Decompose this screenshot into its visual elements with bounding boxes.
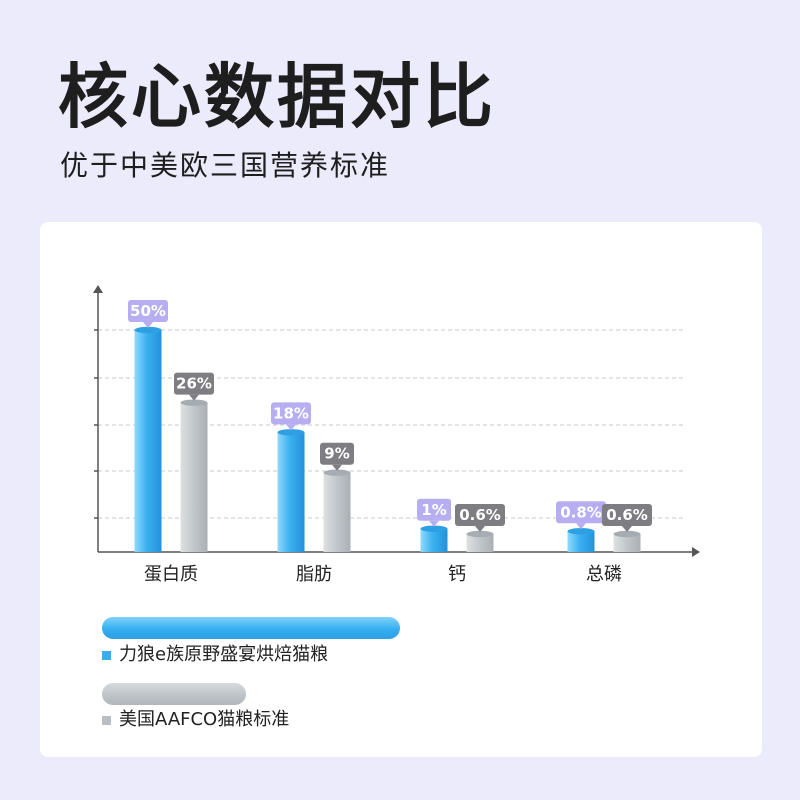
data-label-secondary: 0.6%: [606, 506, 648, 524]
legend-item-primary: 力狼e族原野盛宴烘焙猫粮: [102, 646, 328, 664]
bar-primary: [134, 330, 162, 552]
bar-primary: [420, 528, 448, 552]
x-tick-label: 蛋白质: [144, 564, 198, 585]
legend-bar-secondary: [102, 683, 246, 705]
data-label-pointer-secondary: [622, 526, 632, 532]
bar-cap-secondary: [613, 530, 641, 538]
bar-cap-secondary: [180, 399, 208, 406]
data-label-pointer-primary: [429, 520, 439, 527]
data-label-secondary: 9%: [324, 445, 349, 463]
page-subtitle: 优于中美欧三国营养标准: [60, 149, 391, 182]
data-label-bg-secondary: [174, 372, 214, 395]
data-label-bg-secondary: [455, 504, 505, 526]
x-tick-label: 脂肪: [296, 564, 332, 585]
bar-primary: [277, 432, 305, 552]
data-label-bg-secondary: [602, 504, 652, 526]
bar-secondary: [466, 534, 494, 552]
legend-label-primary: 力狼e族原野盛宴烘焙猫粮: [119, 644, 329, 665]
data-label-pointer-secondary: [189, 394, 199, 401]
data-label-bg-secondary: [320, 442, 354, 465]
x-tick-label: 钙: [448, 564, 466, 585]
bar-cap-secondary: [323, 469, 351, 476]
data-label-primary: 1%: [421, 501, 446, 519]
data-label-bg-primary: [556, 501, 606, 524]
legend-item-secondary: 美国AAFCO猫粮标准: [102, 711, 289, 729]
data-label-primary: 0.8%: [560, 503, 602, 521]
bar-secondary: [613, 534, 641, 552]
data-label-bg-primary: [417, 498, 451, 521]
data-label-bg-primary: [128, 300, 168, 322]
bar-cap-primary: [567, 528, 595, 535]
bar-secondary: [323, 472, 351, 552]
x-tick-label: 总磷: [586, 564, 622, 585]
data-label-bg-primary: [271, 402, 311, 425]
data-label-secondary: 26%: [176, 375, 212, 393]
bar-cap-secondary: [466, 530, 494, 538]
data-label-primary: 50%: [130, 302, 166, 320]
y-axis-arrow: [93, 285, 103, 293]
data-label-pointer-primary: [143, 322, 153, 328]
data-label-secondary: 0.6%: [459, 506, 501, 524]
data-label-primary: 18%: [273, 404, 309, 422]
legend-label-secondary: 美国AAFCO猫粮标准: [119, 709, 290, 730]
legend-swatch-primary: [102, 650, 111, 660]
bar-primary: [567, 531, 595, 552]
bar-cap-primary: [277, 429, 305, 436]
x-axis-arrow: [692, 547, 700, 557]
bar-secondary: [180, 402, 208, 552]
legend-bar-primary: [102, 617, 400, 639]
bar-cap-primary: [420, 525, 448, 532]
data-label-pointer-secondary: [475, 526, 485, 532]
legend-swatch-secondary: [102, 715, 111, 725]
data-label-pointer-secondary: [332, 464, 342, 471]
data-label-pointer-primary: [286, 424, 296, 431]
data-label-pointer-primary: [576, 523, 586, 530]
page-title: 核心数据对比: [58, 56, 496, 138]
bar-cap-primary: [134, 326, 162, 334]
